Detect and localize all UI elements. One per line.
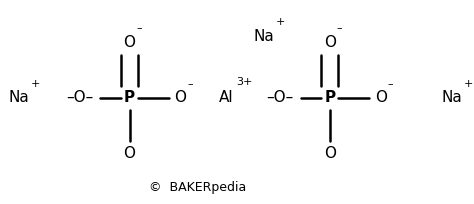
Text: Na: Na: [254, 29, 274, 44]
Text: +: +: [464, 79, 474, 89]
Text: –: –: [387, 79, 393, 89]
Text: –: –: [187, 79, 193, 89]
Text: +: +: [276, 17, 285, 28]
Text: O: O: [374, 90, 387, 105]
Text: –: –: [136, 23, 142, 34]
Text: –O–: –O–: [66, 90, 94, 105]
Text: O: O: [324, 145, 336, 161]
Text: +: +: [31, 79, 40, 89]
Text: Na: Na: [442, 90, 463, 105]
Text: ©  BAKERpedia: © BAKERpedia: [149, 181, 246, 194]
Text: 3+: 3+: [236, 76, 252, 87]
Text: Na: Na: [9, 90, 29, 105]
Text: O: O: [124, 35, 136, 50]
Text: O: O: [174, 90, 186, 105]
Text: –: –: [337, 23, 342, 34]
Text: O: O: [124, 145, 136, 161]
Text: –O–: –O–: [267, 90, 294, 105]
Text: P: P: [124, 90, 135, 105]
Text: Al: Al: [219, 90, 234, 105]
Text: P: P: [324, 90, 336, 105]
Text: O: O: [324, 35, 336, 50]
